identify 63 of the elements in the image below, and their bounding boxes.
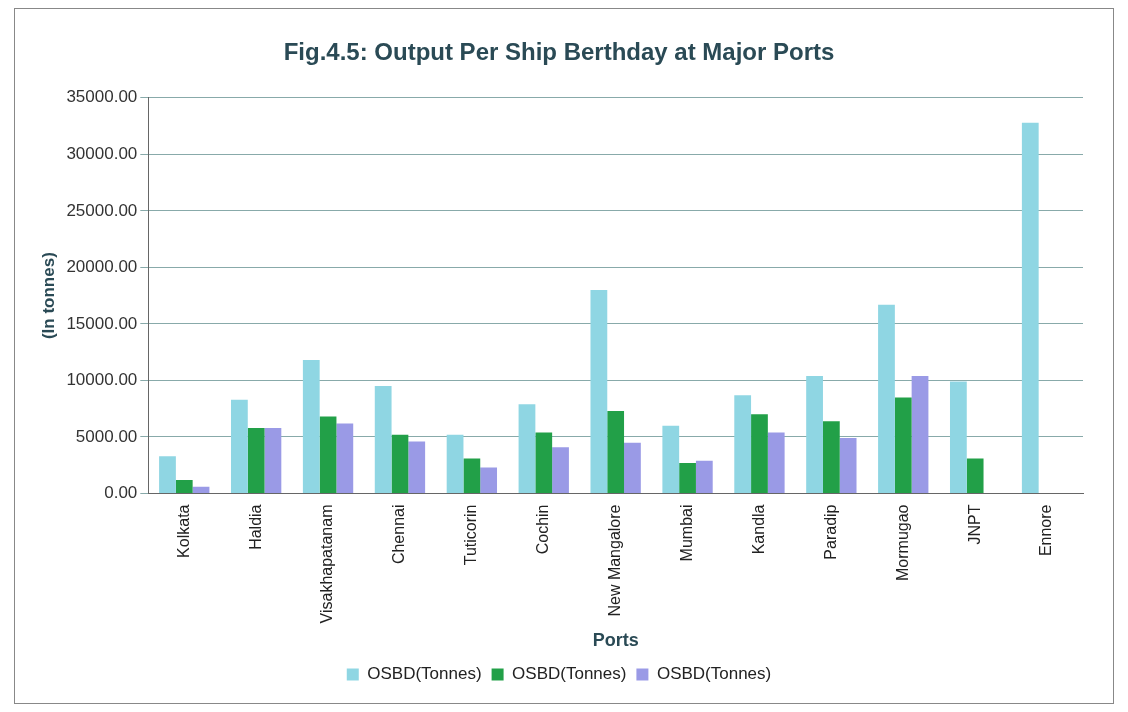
x-tick-label: Haldia [246,504,264,550]
legend-label: OSBD(Tonnes) [367,664,482,684]
x-tick-label: Kolkata [174,504,192,558]
bar [230,399,248,493]
bar [751,414,768,493]
bar [192,486,210,493]
bar [806,375,823,493]
bar [518,404,536,493]
y-tick-label: 20000.00 [66,257,138,277]
bar [878,304,895,493]
bar [408,441,426,493]
bar [264,427,282,493]
x-tick-label: JNPT [965,504,983,545]
bar [336,423,354,493]
bar [949,381,967,493]
x-tick-label: Cochin [534,504,552,555]
y-tick-label: 30000.00 [66,144,138,164]
bar [302,360,320,493]
bar [911,375,929,493]
bar [839,438,857,493]
bar [552,447,569,493]
bar [535,432,553,493]
y-tick-label: 5000.00 [75,426,138,446]
x-tick-label: Tuticorin [462,504,480,566]
legend-label: OSBD(Tonnes) [656,664,772,684]
bar [894,397,912,493]
bar [247,427,265,493]
bar [590,290,608,493]
y-tick-label: 10000.00 [66,370,138,390]
bar [446,434,464,493]
bar [480,467,498,493]
y-axis-title: (In tonnes) [38,252,58,340]
bar [374,386,392,493]
x-tick-label: Visakhapatanam [318,504,336,624]
y-tick-label: 0.00 [104,483,138,503]
bar [734,395,752,493]
x-tick-label: Kandla [749,504,767,555]
bar [175,479,193,493]
bar [695,460,713,493]
bar [966,458,984,493]
x-tick-label: Paradip [821,504,839,560]
bar [662,425,680,493]
bar [624,442,641,493]
y-tick-label: 35000.00 [66,87,138,107]
y-tick-label: 25000.00 [66,200,138,220]
x-tick-label: Mormugao [893,504,911,581]
x-axis-title: Ports [592,630,639,651]
bar [607,410,625,493]
bar [391,434,409,493]
bar [1021,122,1039,493]
x-tick-label: New Mangalore [606,504,624,617]
x-tick-label: Chennai [390,504,408,565]
legend-label: OSBD(Tonnes) [512,664,627,684]
bar [679,462,696,493]
y-tick-label: 15000.00 [66,313,138,333]
bar [159,456,176,493]
bar [463,458,481,493]
bar [767,432,785,493]
bar [822,421,840,493]
chart-title: Fig.4.5: Output Per Ship Berthday at Major Ports [283,38,835,66]
bar [319,416,337,493]
x-tick-label: Ennore [1037,504,1055,557]
x-tick-label: Mumbai [677,504,695,562]
